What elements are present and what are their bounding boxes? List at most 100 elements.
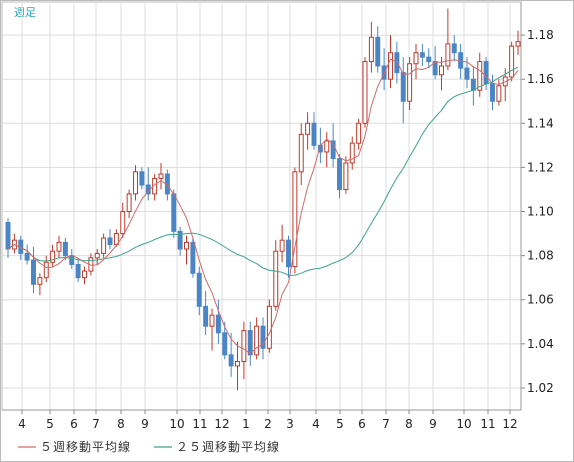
candle-body-up [509,45,515,78]
candle-body-down [222,332,228,356]
x-tick-label: 9 [429,417,437,431]
candle-body-down [228,354,234,367]
x-tick-label: 3 [286,417,294,431]
candle-body-down [139,171,145,186]
candle-body-up [101,237,107,254]
candle-body-up [158,173,164,179]
x-tick-label: 12 [214,417,229,431]
legend-ma5-label: ５週移動平均線 [40,439,131,454]
x-tick-label: 4 [312,417,320,431]
candle-body-down [286,239,291,268]
candle-body-down [311,122,317,146]
candle-body-down [203,305,209,327]
candle-body-up [43,261,49,279]
candle-body-down [247,330,253,356]
candle-body-up [477,61,483,91]
x-tick-label: 10 [456,417,471,431]
candle-body-up [82,270,87,279]
x-tick-label: 6 [70,417,78,431]
x-tick-label: 6 [358,417,366,431]
candle-body-up [439,65,444,76]
candle-body-up [298,133,304,173]
candle-body-down [337,158,342,190]
candle-body-up [515,41,521,47]
candle-body-up [356,122,362,144]
candle-body-up [184,241,189,250]
candle-body-up [292,171,298,268]
candle-body-up [209,314,215,327]
candle-body-down [426,56,432,63]
candle-body-down [171,193,177,232]
x-tick-label: 5 [336,417,344,431]
y-tick-label: 1.10 [527,205,554,219]
candle-body-down [400,72,406,102]
candle-body-up [94,252,100,259]
candle-body-up [362,61,368,124]
candle-body-down [24,252,30,261]
candle-body-up [349,142,355,164]
candle-body-up [266,305,272,349]
candle-body-down [177,230,183,250]
candle-body-up [113,233,119,246]
y-tick-label: 1.16 [527,72,554,86]
candle-body-down [464,67,470,80]
legend-ma25-label: ２５週移動平均線 [176,439,280,454]
period-label: 週足 [14,6,36,19]
y-tick-label: 1.18 [527,28,554,42]
x-axis: 4 5 6 7 8 9 10 11 12 1 2 3 4 5 6 7 8 9 10 11 12 [2,409,521,431]
candle-body-down [470,78,476,91]
x-tick-label: 8 [117,417,125,431]
x-tick-label: 4 [18,417,26,431]
candle-body-up [343,162,349,190]
y-tick-label: 1.04 [527,337,554,351]
legend: ５週移動平均線 ２５週移動平均線 [18,439,280,454]
candle-body-up [413,52,419,65]
candle-body-up [273,250,279,307]
y-tick-label: 1.06 [527,293,554,307]
x-tick-label: 11 [192,417,207,431]
candle-body-up [368,36,374,63]
x-tick-label: 1 [242,417,250,431]
candle-body-down [75,263,81,279]
candle-body-down [196,272,202,307]
candle-body-up [126,193,132,213]
candles [5,8,521,391]
y-axis: 1.18 1.16 1.14 1.12 1.10 1.08 1.06 1.04 1.02 [520,2,554,410]
y-tick-label: 1.14 [527,116,554,130]
x-tick-label: 9 [141,417,149,431]
candle-body-up [407,63,413,102]
candle-body-down [69,255,75,265]
candle-body-up [279,239,285,252]
candle-body-down [31,259,36,285]
candle-body-down [451,43,457,54]
candle-body-down [215,314,221,334]
candle-body-down [260,325,266,349]
candle-body-up [324,140,330,153]
x-tick-label: 12 [502,417,517,431]
x-tick-label: 8 [405,417,413,431]
candle-body-down [419,52,425,58]
x-tick-label: 7 [382,417,390,431]
x-tick-label: 11 [480,417,495,431]
candle-body-down [107,237,113,246]
candle-body-up [445,43,451,67]
candle-body-down [490,83,495,102]
candle-body-up [50,250,56,263]
candle-body-up [254,325,260,356]
candle-body-up [37,277,43,285]
candle-body-up [56,241,62,252]
ma5-line [7,58,519,355]
x-tick-label: 5 [46,417,54,431]
candle-body-down [62,241,68,257]
candle-body-down [394,52,400,74]
y-tick-label: 1.02 [527,381,554,395]
candle-body-up [388,52,393,80]
candle-body-up [496,85,502,102]
candle-body-up [235,360,240,367]
candle-body-down [330,140,336,160]
y-tick-label: 1.08 [527,249,554,263]
x-tick-label: 7 [92,417,100,431]
ma25-line [7,66,519,276]
